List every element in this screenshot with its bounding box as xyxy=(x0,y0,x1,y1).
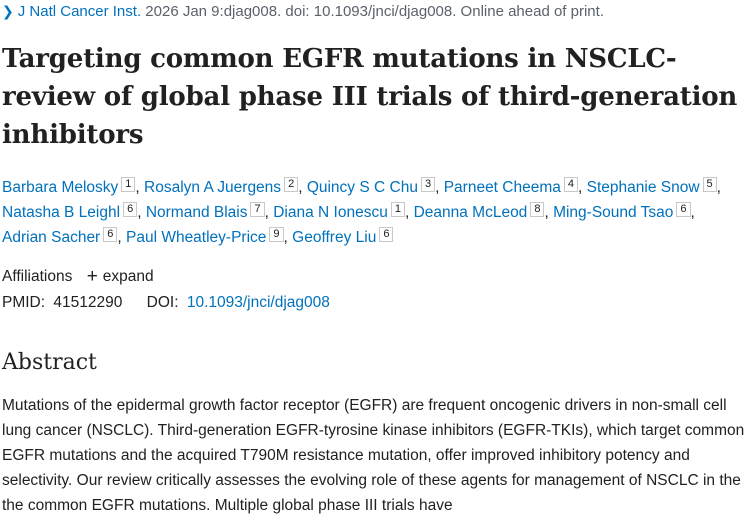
doi-label: DOI: xyxy=(146,294,179,311)
author-link[interactable]: Ming-Sound Tsao xyxy=(553,204,674,221)
author-list: Barbara Melosky 1, Rosalyn A Juergens 2, Q… xyxy=(2,175,748,250)
author-link[interactable]: Geoffrey Liu xyxy=(292,229,377,246)
affiliation-badge[interactable]: 3 xyxy=(420,177,436,192)
affiliation-badge[interactable]: 9 xyxy=(269,227,284,242)
author-link[interactable]: Diana N Ionescu xyxy=(273,204,388,221)
affiliations-row: Affiliations + expand xyxy=(2,265,154,287)
author-link[interactable]: Deanna McLeod xyxy=(413,204,528,221)
author-link[interactable]: Quincy S C Chu xyxy=(306,179,418,196)
affiliation-badge[interactable]: 4 xyxy=(563,177,579,192)
abstract-heading: Abstract xyxy=(2,350,97,375)
affiliation-badge[interactable]: 6 xyxy=(676,202,691,217)
author-item: Barbara Melosky 1, xyxy=(2,177,140,196)
author-item: Normand Blais 7, xyxy=(145,202,269,221)
author-item: Adrian Sacher 6, xyxy=(2,227,122,246)
affiliations-label: Affiliations xyxy=(2,268,73,285)
author-link[interactable]: Rosalyn A Juergens xyxy=(144,179,282,196)
affiliation-badge[interactable]: 6 xyxy=(379,227,394,242)
author-link[interactable]: Parneet Cheema xyxy=(443,179,561,196)
author-link[interactable]: Natasha B Leighl xyxy=(2,204,121,221)
author-item: Deanna McLeod 8, xyxy=(413,202,549,221)
affiliation-badge[interactable]: 2 xyxy=(284,177,299,192)
affiliation-badge[interactable]: 6 xyxy=(123,202,138,217)
author-item: Parneet Cheema 4, xyxy=(443,177,583,196)
author-item: Diana N Ionescu 1, xyxy=(273,202,410,221)
affiliations-expand-button[interactable]: + expand xyxy=(86,266,154,287)
affiliation-badge[interactable]: 8 xyxy=(530,202,545,217)
chevron-right-icon[interactable]: ❯ xyxy=(2,3,14,19)
pmid-label: PMID: xyxy=(2,294,46,311)
author-item: Ming-Sound Tsao 6, xyxy=(553,202,695,221)
expand-label: expand xyxy=(102,268,154,285)
plus-icon: + xyxy=(86,266,98,287)
abstract-text: Mutations of the epidermal growth factor… xyxy=(2,397,745,514)
author-link[interactable]: Paul Wheatley-Price xyxy=(125,229,267,246)
doi-link[interactable]: 10.1093/jnci/djag008 xyxy=(186,294,330,311)
affiliation-badge[interactable]: 6 xyxy=(103,227,118,242)
journal-link[interactable]: J Natl Cancer Inst. xyxy=(17,3,142,20)
author-item: Stephanie Snow 5, xyxy=(586,177,721,196)
citation-details: 2026 Jan 9:djag008. doi: 10.1093/jnci/dj… xyxy=(145,3,604,20)
author-link[interactable]: Normand Blais xyxy=(145,204,248,221)
author-item: Geoffrey Liu 6 xyxy=(292,227,394,246)
affiliation-badge[interactable]: 1 xyxy=(121,177,136,192)
author-item: Rosalyn A Juergens 2, xyxy=(144,177,303,196)
author-item: Natasha B Leighl 6, xyxy=(2,202,142,221)
identifiers-row: PMID: 41512290 DOI: 10.1093/jnci/djag008 xyxy=(2,294,330,312)
author-item: Quincy S C Chu 3, xyxy=(306,177,440,196)
pmid-value: 41512290 xyxy=(53,294,123,311)
author-link[interactable]: Barbara Melosky xyxy=(2,179,119,196)
affiliation-badge[interactable]: 5 xyxy=(702,177,717,192)
author-link[interactable]: Stephanie Snow xyxy=(586,179,700,196)
affiliation-badge[interactable]: 1 xyxy=(390,202,405,217)
author-item: Paul Wheatley-Price 9, xyxy=(125,227,288,246)
author-link[interactable]: Adrian Sacher xyxy=(2,229,101,246)
citation-line: ❯ J Natl Cancer Inst. 2026 Jan 9:djag008.… xyxy=(2,3,604,20)
article-title: Targeting common EGFR mutations in NSCLC… xyxy=(2,44,738,150)
affiliation-badge[interactable]: 7 xyxy=(250,202,265,217)
